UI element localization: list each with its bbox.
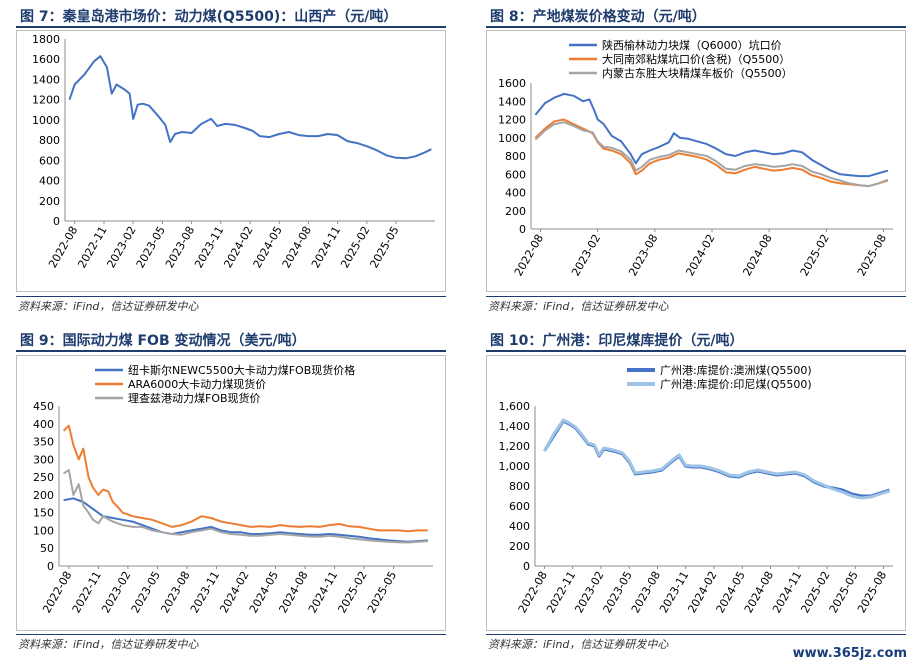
source-divider [16, 296, 446, 297]
y-tick-label: 400 [39, 175, 60, 188]
y-tick-label: 300 [33, 453, 54, 466]
y-tick-label: 1400 [32, 73, 60, 86]
y-tick-label: 1600 [32, 53, 60, 66]
x-tick-label: 2025-05 [365, 569, 399, 615]
series-line-1 [534, 118, 889, 188]
x-tick-label: 2023-08 [626, 232, 660, 278]
chart-title-fig10: 图 10：广州港：印尼煤库提价（元/吨） [486, 330, 906, 352]
y-tick-label: 600 [505, 168, 526, 181]
y-tick-label: 1200 [32, 94, 60, 107]
chart-title-fig8: 图 8：产地煤炭价格变动（元/吨） [486, 6, 906, 28]
y-tick-label: 1,000 [499, 460, 531, 473]
y-tick-label: 1,200 [499, 440, 531, 453]
y-tick-label: 200 [509, 540, 530, 553]
y-tick-label: 1,400 [499, 420, 531, 433]
chart-source-fig9: 资料来源：iFind，信达证券研发中心 [18, 638, 199, 651]
y-tick-label: 50 [40, 542, 54, 555]
chart-title-fig9: 图 9：国际动力煤 FOB 变动情况（美元/吨） [16, 330, 446, 352]
x-tick-label: 2024-08 [741, 232, 775, 278]
y-tick-label: 0 [53, 215, 60, 228]
legend-label: 纽卡斯尔NEWC5500大卡动力煤FOB现货价格 [128, 363, 355, 377]
x-tick-label: 2025-05 [367, 224, 401, 270]
y-tick-label: 1000 [32, 114, 60, 127]
x-tick-label: 2023-02 [569, 232, 603, 278]
y-tick-label: 1000 [498, 132, 526, 145]
legend-label: 内蒙古东胜大块精煤车板价（Q5500） [602, 66, 793, 80]
y-tick-label: 1200 [498, 114, 526, 127]
x-tick-label: 2025-02 [798, 232, 832, 278]
chart-source-fig7: 资料来源：iFind，信达证券研发中心 [18, 300, 199, 313]
chart-source-fig10: 资料来源：iFind，信达证券研发中心 [488, 638, 669, 651]
y-tick-label: 800 [505, 150, 526, 163]
series-line-2 [534, 121, 889, 188]
chart-plot-fig10: 0 200 400 600 800 1,000 1,200 1,400 1,600 2022-08… [486, 355, 906, 631]
watermark-text: www.365jz.com [792, 646, 907, 661]
y-tick-label: 800 [509, 480, 530, 493]
legend-label: 广州港:库提价:澳洲煤(Q5500) [660, 364, 812, 377]
chart-svg: 02004006008001,0001,2001,4001,6002022-08… [499, 364, 893, 615]
y-tick-label: 800 [39, 134, 60, 147]
x-tick-label: 2025-08 [855, 232, 889, 278]
y-tick-label: 0 [47, 560, 54, 573]
y-tick-label: 150 [33, 507, 54, 520]
x-tick-label: 2022-08 [512, 232, 546, 278]
x-tick-label: 2024-02 [683, 232, 717, 278]
series-line-0 [63, 497, 428, 543]
legend-label: 陕西榆林动力块煤（Q6000）坑口价 [602, 38, 782, 52]
legend-label: ARA6000大卡动力煤现货价 [128, 377, 266, 391]
series-line-0 [68, 55, 432, 160]
y-tick-label: 450 [33, 400, 54, 413]
y-tick-label: 250 [33, 471, 54, 484]
y-tick-label: 1600 [498, 77, 526, 90]
chart-plot-fig9: 0 50 100 150 200 250 300 350 400 450 2022-08 2022-1… [16, 355, 446, 631]
series-line-2 [63, 469, 428, 544]
series-line-1 [62, 424, 428, 533]
chart-plot-fig8: 0 200 400 600 800 1000 1200 1400 1600 2022-08 2023… [486, 30, 906, 292]
source-divider [486, 296, 906, 297]
y-tick-label: 1,600 [499, 400, 531, 413]
y-tick-label: 200 [33, 489, 54, 502]
chart-svg: 0501001502002503003504004502022-082022-1… [33, 363, 433, 615]
legend-label: 大同南郊粘煤坑口价(含税)（Q5500） [602, 52, 790, 66]
chart-svg: 0200400600800100012001400160018002022-08… [32, 33, 435, 270]
y-tick-label: 1400 [498, 95, 526, 108]
y-tick-label: 400 [509, 520, 530, 533]
y-tick-label: 100 [33, 524, 54, 537]
y-tick-label: 200 [39, 195, 60, 208]
y-tick-label: 400 [33, 418, 54, 431]
series-line-0 [534, 92, 889, 178]
series-line-1 [543, 418, 890, 500]
y-tick-label: 600 [509, 500, 530, 513]
series-line-0 [543, 419, 890, 498]
y-tick-label: 200 [505, 205, 526, 218]
y-tick-label: 1800 [32, 33, 60, 46]
chart-source-fig8: 资料来源：iFind，信达证券研发中心 [488, 300, 669, 313]
legend-label: 理查兹港动力煤FOB现货价 [128, 391, 261, 405]
y-tick-label: 600 [39, 154, 60, 167]
chart-plot-fig7: 0 200 400 600 800 1000 1200 1400 1600 1800 2022-08… [16, 30, 446, 292]
source-divider [486, 634, 906, 635]
chart-svg: 0 200 400 600 800 1000 1200 1400 1600 2022-08 2023… [498, 38, 893, 278]
y-tick-label: 400 [505, 187, 526, 200]
chart-title-fig7: 图 7：秦皇岛港市场价：动力煤(Q5500)：山西产（元/吨） [16, 6, 446, 28]
source-divider [16, 634, 446, 635]
y-tick-label: 0 [523, 560, 530, 573]
legend-label: 广州港:库提价:印尼煤(Q5500) [660, 378, 812, 391]
y-tick-label: 350 [33, 436, 54, 449]
y-tick-label: 0 [519, 223, 526, 236]
